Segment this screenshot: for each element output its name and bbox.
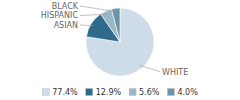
legend-swatch [129, 89, 136, 96]
chart: WHITE ASIANHISPANICBLACK 77.4% 12.9% 5.6% 4.0… [0, 0, 240, 100]
legend-item: 5.6% [129, 88, 160, 97]
legend-item: 12.9% [86, 88, 122, 97]
annotation: WHITE [162, 68, 188, 77]
legend-swatch [167, 89, 174, 96]
leader-line [80, 14, 107, 15]
legend-label: 12.9% [96, 88, 122, 97]
leader-line [140, 65, 160, 71]
annotations: WHITE ASIANHISPANICBLACK [41, 2, 188, 77]
pie [86, 8, 154, 76]
pie-slice [86, 8, 154, 76]
legend-swatch [42, 89, 49, 96]
legend-item: 4.0% [167, 88, 198, 97]
legend-label: 4.0% [177, 88, 198, 97]
legend-label: 5.6% [139, 88, 160, 97]
leader-line [80, 25, 94, 27]
leader-line [80, 6, 116, 12]
legend: 77.4% 12.9% 5.6% 4.0% [42, 88, 198, 97]
annotation: HISPANIC [41, 11, 79, 20]
annotation: ASIAN [54, 21, 78, 30]
pie-slice [112, 8, 120, 42]
annotation: BLACK [52, 2, 79, 11]
legend-label: 77.4% [52, 88, 78, 97]
legend-swatch [86, 89, 93, 96]
legend-item: 77.4% [42, 88, 78, 97]
